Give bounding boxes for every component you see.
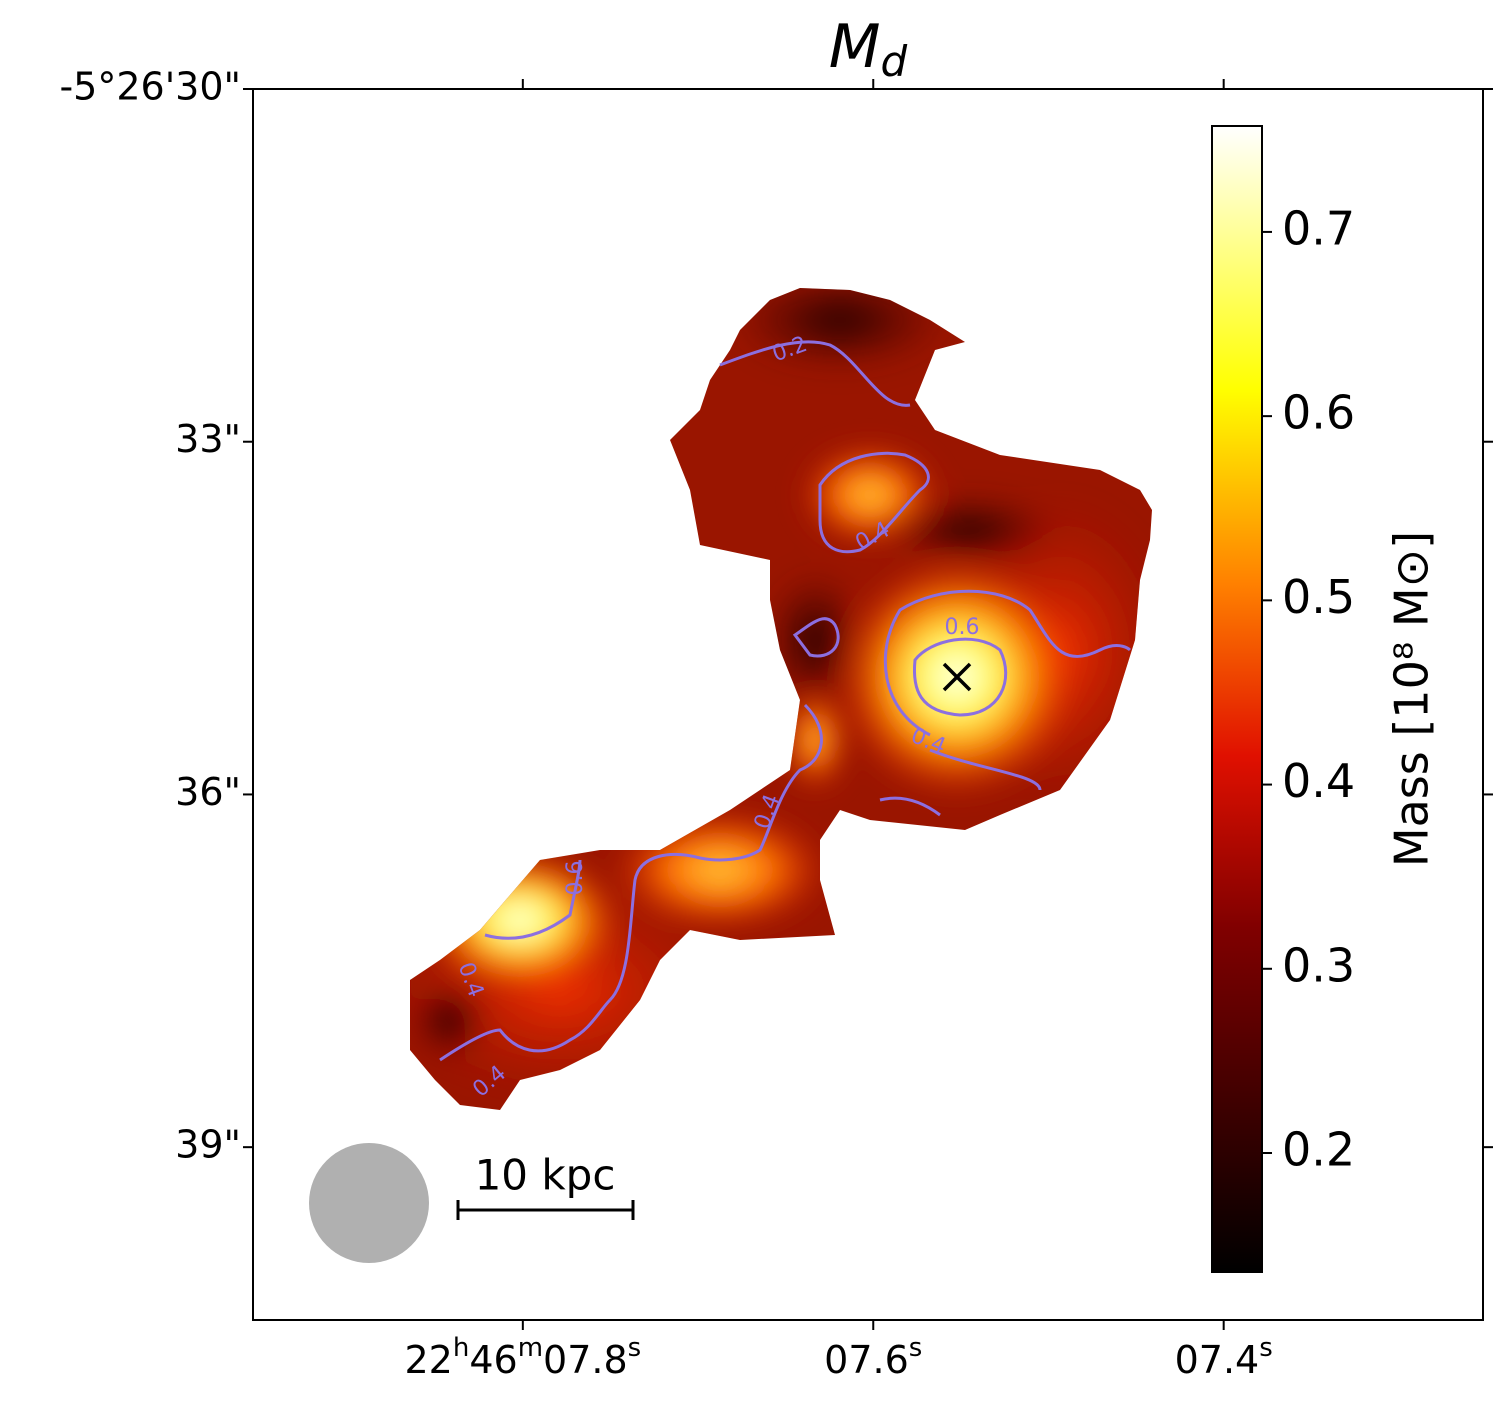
- beam: [309, 1143, 429, 1263]
- chart-title: Md: [829, 12, 908, 86]
- x-tick-label: 07.6s: [824, 1333, 922, 1382]
- mass-map: [410, 288, 1152, 1110]
- colorbar: [1211, 125, 1263, 1273]
- contours: [439, 340, 1132, 1062]
- colorbar-tick-label: 0.2: [1282, 1122, 1355, 1176]
- y-tick-label: 33": [175, 417, 241, 461]
- colorbar-tick-label: 0.4: [1282, 754, 1355, 808]
- y-tick-label: 39": [175, 1123, 241, 1167]
- y-tick-label: 36": [175, 770, 241, 814]
- colorbar-tick-label: 0.6: [1282, 386, 1355, 440]
- colorbar-tick-label: 0.5: [1282, 570, 1355, 624]
- x-tick-label: 22h46m07.8s: [404, 1333, 641, 1382]
- colorbar-tick-label: 0.3: [1282, 938, 1355, 992]
- colorbar-tick-label: 0.7: [1282, 201, 1355, 255]
- contour-label: 0.6: [945, 615, 980, 640]
- colorbar-label: Mass [10⁸ M⊙]: [1385, 531, 1439, 867]
- scale-bar-label: 10 kpc: [475, 1151, 616, 1200]
- centroid-marker: [942, 662, 972, 692]
- scale-bar: [456, 1200, 635, 1220]
- axes-frame: [252, 88, 1484, 1321]
- contour-label: 0.6: [563, 861, 588, 896]
- y-tick-label: -5°26'30": [59, 65, 241, 109]
- x-tick-label: 07.4s: [1175, 1333, 1273, 1382]
